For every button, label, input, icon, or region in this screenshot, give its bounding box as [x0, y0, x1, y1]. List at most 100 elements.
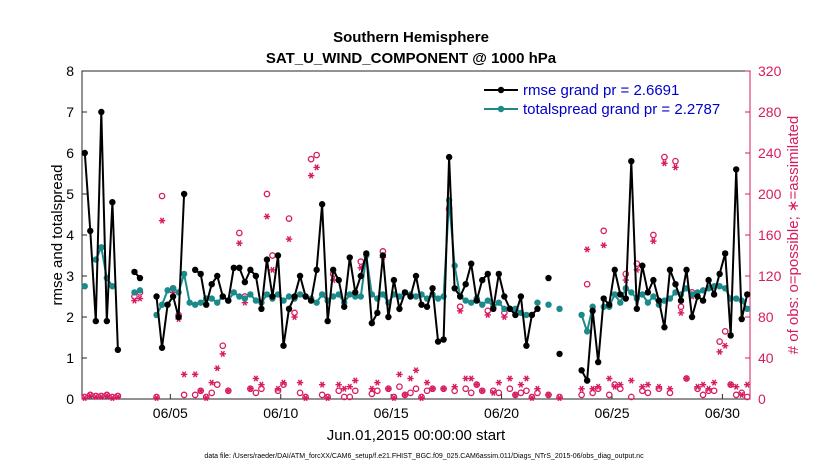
rmse-point: [677, 297, 685, 304]
rmse-point: [258, 305, 265, 312]
obs-assimilated-point: [153, 394, 160, 402]
rmse-point: [197, 270, 204, 278]
rmse-point: [131, 268, 138, 276]
obs-possible-point: [346, 393, 354, 401]
totalspread-point: [611, 291, 618, 298]
rmse-point: [81, 149, 88, 157]
obs-assimilated-point: [191, 371, 199, 378]
rmse-point: [628, 158, 635, 165]
obs-assimilated-point: [611, 383, 618, 390]
totalspread-point: [644, 299, 652, 306]
totalspread-point: [578, 311, 585, 319]
obs-assimilated-point: [628, 377, 635, 384]
obs-assimilated-point: [274, 385, 282, 392]
rmse-point: [556, 350, 563, 358]
obs-possible-point: [374, 387, 381, 395]
legend-rmse-marker: [497, 86, 505, 94]
obs-assimilated-point: [346, 383, 353, 390]
obs-possible-point: [528, 393, 536, 401]
rmse-point: [114, 346, 122, 353]
y-tick-label: 4: [66, 227, 74, 243]
obs-assimilated-point: [269, 266, 276, 273]
obs-assimilated-point: [744, 381, 751, 388]
obs-assimilated-point: [258, 381, 265, 388]
obs-assimilated-point: [247, 385, 254, 392]
rmse-point: [473, 297, 480, 304]
obs-possible-point: [517, 389, 525, 397]
totalspread-point: [650, 293, 657, 300]
obs-possible-point: [114, 392, 122, 400]
totalspread-point: [313, 299, 320, 306]
rmse-point: [285, 305, 293, 312]
obs-assimilated-point: [589, 385, 596, 392]
rmse-point: [418, 301, 425, 308]
obs-assimilated-point: [98, 393, 105, 401]
rmse-point: [385, 313, 392, 321]
obs-assimilated-point: [214, 365, 221, 372]
rmse-point: [490, 305, 497, 312]
rmse-point: [169, 293, 177, 300]
obs-assimilated-point: [236, 240, 243, 247]
rmse-point: [501, 293, 508, 300]
rmse-point: [352, 289, 359, 296]
totalspread-point: [81, 283, 88, 290]
obs-assimilated-point: [341, 385, 348, 392]
totalspread-point: [318, 291, 326, 298]
rmse-point: [479, 276, 486, 284]
totalspread-point: [252, 297, 260, 304]
y-tick-label: 6: [66, 145, 74, 161]
obs-assimilated-point: [401, 391, 409, 399]
obs-possible-point: [661, 153, 668, 161]
rmse-point: [534, 305, 541, 312]
rmse-point: [357, 272, 364, 280]
obs-possible-point: [285, 215, 293, 222]
plot-area: [81, 70, 751, 400]
rmse-point: [732, 166, 740, 173]
obs-assimilated-point: [280, 379, 287, 386]
obs-possible-point: [627, 393, 635, 401]
obs-assimilated-point: [650, 238, 657, 245]
x-tick-label: 06/25: [594, 405, 629, 421]
obs-assimilated-point: [180, 371, 188, 378]
totalspread-point: [744, 305, 751, 312]
obs-assimilated-point: [263, 213, 271, 220]
rmse-point: [661, 324, 668, 331]
rmse-point: [158, 344, 166, 351]
obs-assimilated-point: [285, 235, 293, 243]
rmse-point: [307, 297, 315, 304]
obs-possible-point: [672, 157, 679, 165]
obs-possible-point: [467, 389, 475, 397]
y-tick-label: 7: [66, 104, 74, 120]
obs-assimilated-point: [710, 379, 718, 386]
totalspread-point: [583, 328, 591, 335]
rmse-point: [633, 305, 641, 312]
rmse-point: [324, 317, 331, 325]
y-right-tick-label: 240: [758, 145, 782, 161]
obs-assimilated-point: [225, 387, 232, 394]
obs-assimilated-point: [639, 383, 646, 390]
obs-possible-point: [506, 385, 514, 393]
rmse-point: [462, 281, 469, 288]
rmse-point: [318, 201, 326, 208]
rmse-point: [191, 266, 199, 274]
obs-possible-point: [208, 389, 216, 397]
obs-assimilated-point: [594, 383, 602, 390]
obs-possible-point: [418, 393, 425, 401]
obs-possible-point: [600, 227, 608, 235]
rmse-point: [440, 336, 447, 343]
y-right-tick-label: 80: [758, 309, 774, 325]
obs-assimilated-point: [423, 379, 431, 386]
obs-assimilated-point: [219, 350, 226, 358]
rmse-point: [175, 313, 182, 321]
obs-possible-point: [523, 387, 530, 395]
obs-assimilated-point: [252, 375, 260, 382]
obs-assimilated-point: [418, 394, 425, 402]
obs-possible-point: [191, 391, 199, 399]
obs-possible-point: [219, 342, 227, 350]
totalspread-point: [639, 291, 646, 298]
y-tick-label: 0: [66, 391, 74, 407]
obs-assimilated-point: [109, 394, 116, 402]
obs-assimilated-point: [506, 375, 514, 382]
obs-assimilated-point: [705, 385, 712, 392]
rmse-point: [329, 266, 337, 274]
